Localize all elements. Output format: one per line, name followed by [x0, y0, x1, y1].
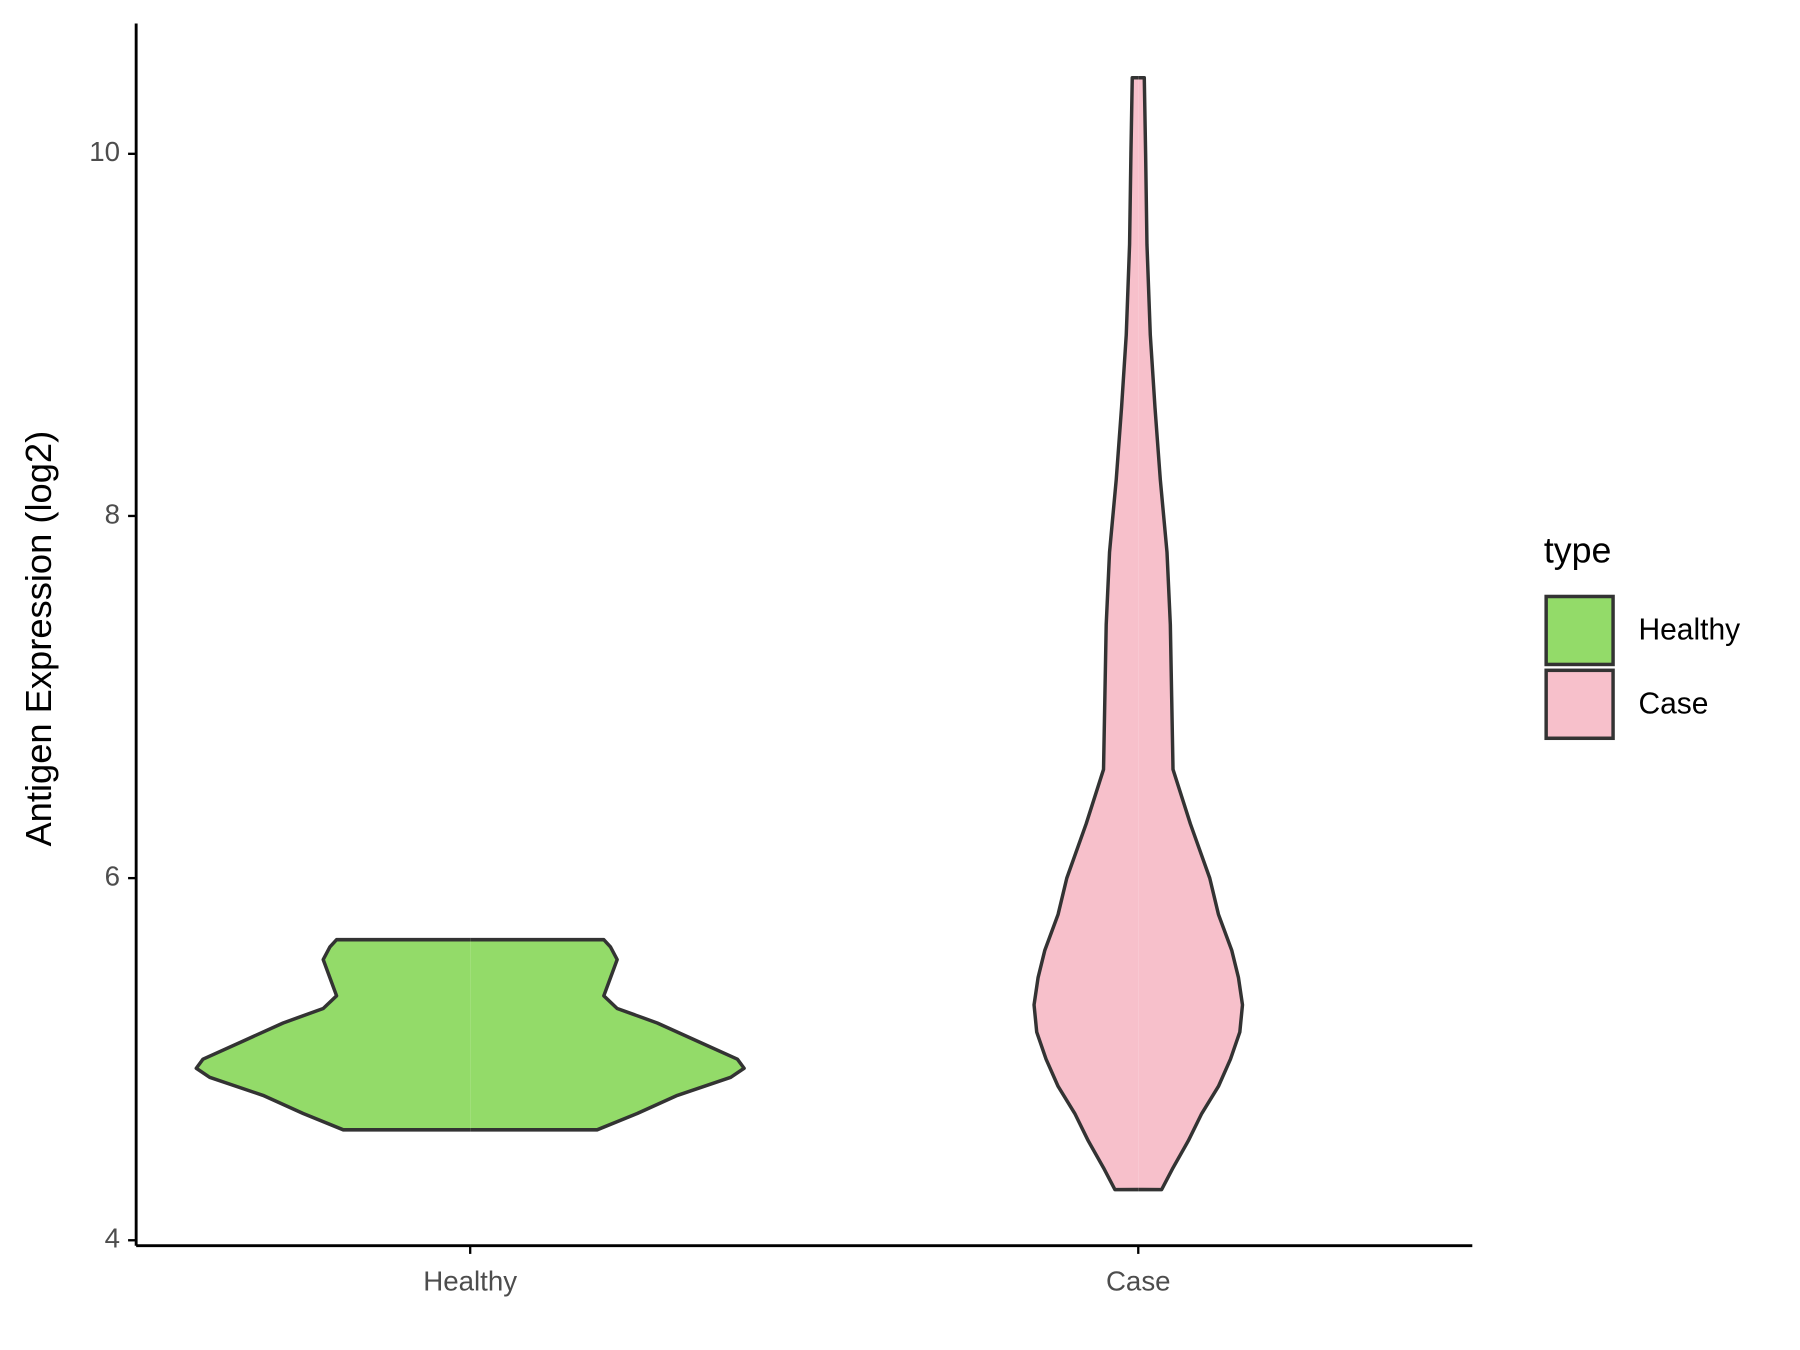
y-tick-label: 10: [89, 136, 120, 167]
legend-key: [1544, 594, 1615, 667]
legend-key: [1544, 668, 1615, 741]
x-tick-label: Healthy: [423, 1265, 517, 1296]
legend-label: Healthy: [1638, 613, 1741, 646]
y-tick-label: 4: [105, 1223, 120, 1254]
x-tick-label: Case: [1106, 1265, 1171, 1296]
violin: [1032, 76, 1139, 1192]
y-tick-label: 6: [105, 860, 120, 891]
violin: [194, 937, 471, 1132]
y-axis-label: Antigen Expression (log2): [18, 431, 59, 847]
y-tick-label: 8: [105, 498, 120, 529]
legend-title: type: [1544, 529, 1612, 570]
legend-label: Case: [1638, 687, 1708, 720]
violin: [470, 937, 746, 1132]
violin: [1138, 76, 1245, 1192]
